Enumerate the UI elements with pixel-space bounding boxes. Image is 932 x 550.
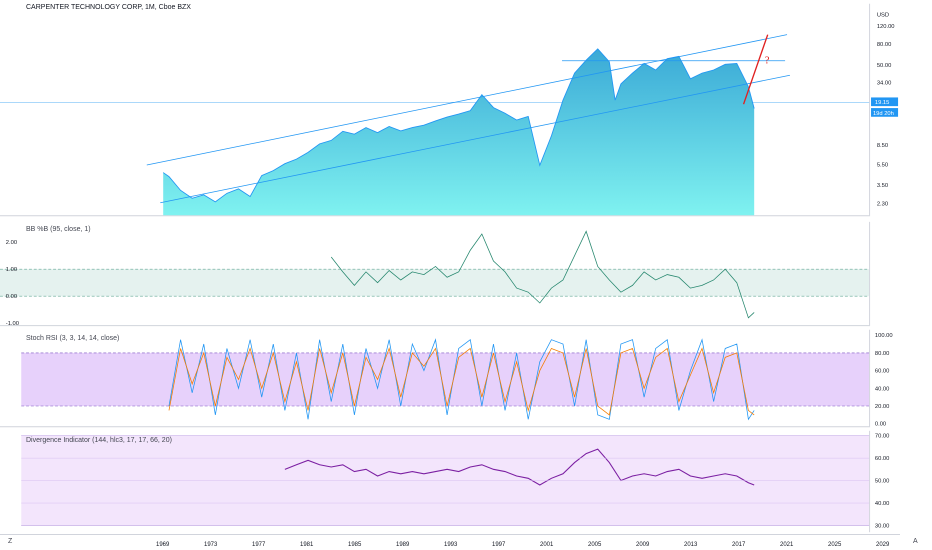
time-axis[interactable]: 1969 1973 1977 1981 1985 1989 1993 1997 2001 2005…	[0, 534, 932, 550]
price-tick-label: 5.50	[877, 162, 888, 168]
time-tick-label: 1985	[348, 542, 362, 548]
divergence-tick-label: 30.00	[875, 523, 889, 529]
bb-title: BB %B (95, close, 1)	[26, 226, 91, 233]
bb-tick-label: -1.00	[6, 321, 19, 327]
time-tick-label: 1993	[444, 542, 458, 548]
time-tick-label: 1981	[300, 542, 314, 548]
price-tick-label: 50.00	[877, 63, 891, 69]
stoch-tick-label: 40.00	[875, 386, 889, 392]
bar-countdown: 19d 20h	[873, 111, 894, 117]
last-price-badge	[871, 97, 899, 107]
divergence-tick-label: 40.00	[875, 501, 889, 507]
price-tick-label: 3.50	[877, 183, 888, 189]
time-tick-label: 1973	[204, 542, 218, 548]
divergence-axis: 70.00 60.00 50.00 40.00 30.00	[21, 434, 889, 529]
stoch-tick-label: 60.00	[875, 369, 889, 375]
bb-band-fill	[0, 269, 870, 297]
divergence-tick-label: 60.00	[875, 456, 889, 462]
time-tick-label: 2001	[540, 542, 554, 548]
stoch-title: Stoch RSI (3, 3, 14, 14, close)	[26, 335, 120, 342]
price-tick-label: 120.00	[877, 24, 895, 30]
time-tick-label: 2025	[828, 542, 842, 548]
lower-channel-line[interactable]	[160, 74, 790, 204]
currency-unit: USD	[877, 12, 889, 18]
time-tick-label: 2013	[684, 542, 698, 548]
time-tick-label: 2005	[588, 542, 602, 548]
bb-tick-label: 1.00	[6, 267, 17, 273]
auto-scale-toggle[interactable]: A	[913, 538, 918, 545]
stoch-tick-label: 80.00	[875, 351, 889, 357]
time-tick-label: 2017	[732, 542, 746, 548]
zoom-toggle-left[interactable]: Z	[8, 538, 13, 545]
stoch-pane[interactable]: 100.00 80.00 60.00 40.00 20.00 0.00	[0, 328, 900, 429]
price-tick-label: 2.30	[877, 202, 888, 208]
divergence-tick-label: 50.00	[875, 478, 889, 484]
last-price-value: 19.15	[875, 100, 889, 106]
time-tick-label: 2029	[876, 542, 890, 548]
time-tick-label: 1997	[492, 542, 506, 548]
stoch-tick-label: 100.00	[875, 333, 893, 339]
projection-arrow-line[interactable]	[742, 34, 769, 105]
stoch-tick-label: 0.00	[875, 422, 886, 428]
divergence-polyline	[284, 448, 755, 486]
bb-tick-label: 2.00	[6, 240, 17, 246]
divergence-pane[interactable]: 70.00 60.00 50.00 40.00 30.00	[0, 429, 900, 534]
time-tick-label: 2021	[780, 542, 794, 548]
bb-percent-line	[330, 230, 755, 319]
stoch-d-line	[168, 347, 755, 416]
divergence-line	[284, 448, 755, 486]
time-tick-label: 1989	[396, 542, 410, 548]
price-pane[interactable]: ? 120.0080.0050.0034.0022.508.505.503.50…	[0, 0, 900, 220]
price-tick-label: 80.00	[877, 42, 891, 48]
time-tick-label: 1969	[156, 542, 170, 548]
time-tick-label: 2009	[636, 542, 650, 548]
divergence-title: Divergence Indicator (144, hlc3, 17, 17,…	[26, 437, 172, 444]
bb-pane[interactable]: 2.00 1.00 0.00 -1.00	[0, 220, 900, 328]
chart-title: CARPENTER TECHNOLOGY CORP, 1M, Cboe BZX	[26, 4, 191, 11]
question-mark-annotation[interactable]: ?	[765, 56, 770, 67]
price-tick-label: 8.50	[877, 143, 888, 149]
price-area	[162, 48, 755, 216]
price-area-fill	[163, 48, 755, 216]
time-tick-label: 1977	[252, 542, 266, 548]
stoch-axis: 100.00 80.00 60.00 40.00 20.00 0.00	[875, 333, 893, 427]
bb-percent-polyline	[330, 230, 755, 319]
upper-channel-line[interactable]	[146, 34, 788, 166]
price-tick-label: 34.00	[877, 81, 891, 87]
stoch-tick-label: 20.00	[875, 404, 889, 410]
stoch-lines	[168, 338, 755, 421]
countdown-badge	[871, 108, 899, 117]
price-line	[162, 48, 755, 203]
bb-axis: 2.00 1.00 0.00 -1.00	[6, 240, 19, 327]
divergence-tick-label: 70.00	[875, 434, 889, 440]
bb-tick-label: 0.00	[6, 294, 17, 300]
